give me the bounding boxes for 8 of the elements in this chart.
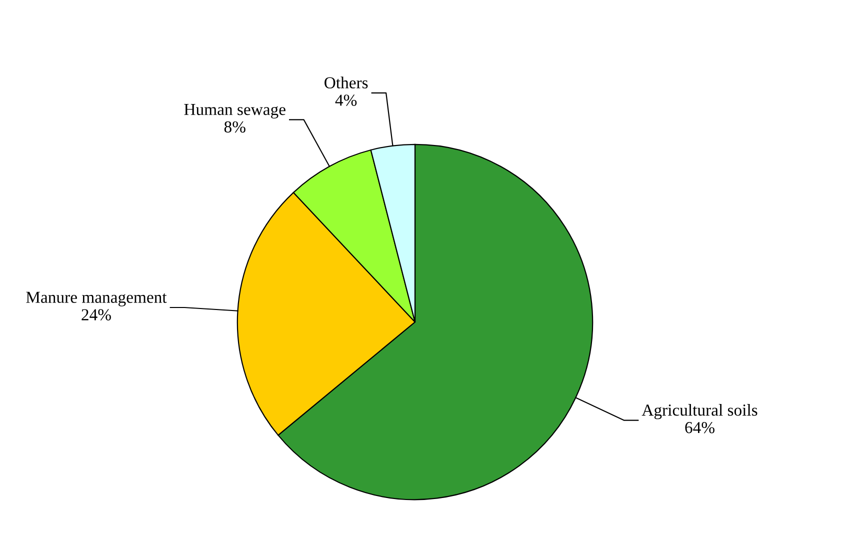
slice-label: Others [324,76,368,88]
slice-label: Human sewage [184,104,286,119]
slice-label: Agricultural soils [642,404,758,420]
data-label: 8% [224,121,246,133]
slice-label: Manure management [26,292,167,306]
data-label: 4% [335,94,357,106]
data-label: 24% [82,309,111,320]
data-label: 64% [685,422,714,434]
